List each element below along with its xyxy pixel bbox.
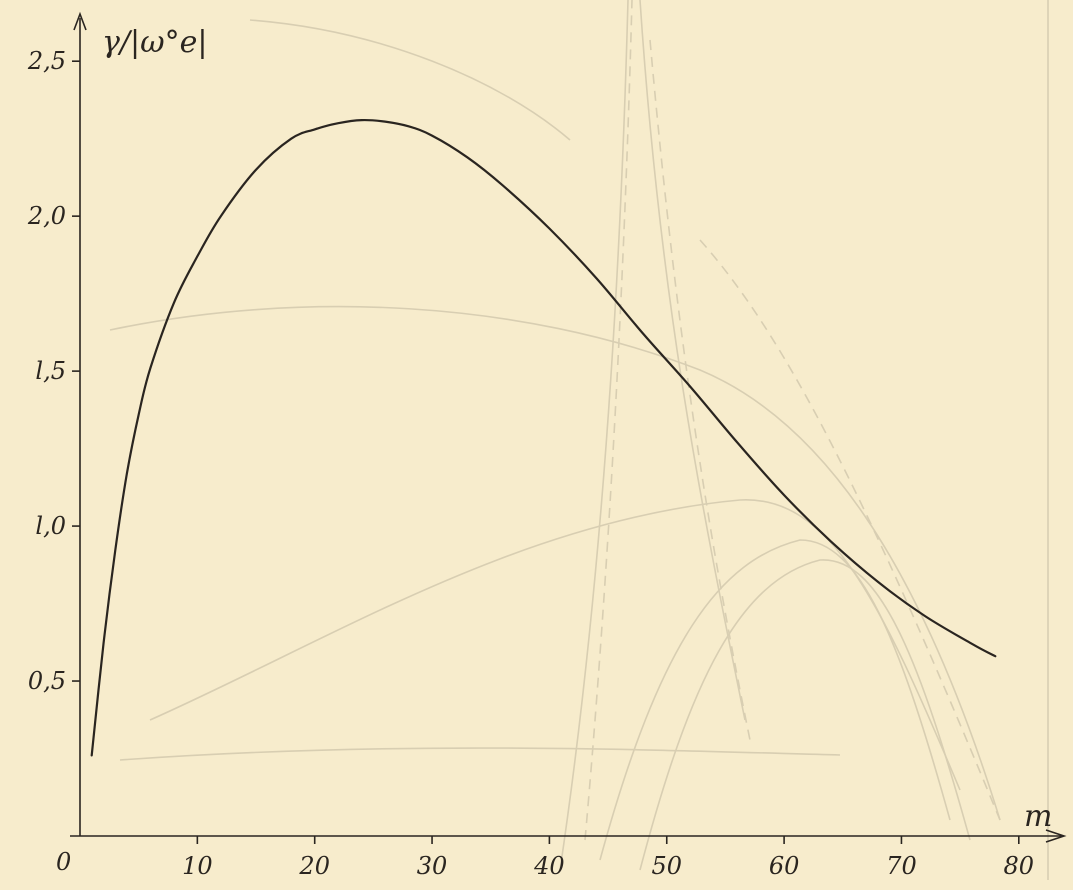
y-axis-arrow-icon <box>73 11 87 31</box>
y-tick-label: 0,5 <box>28 667 66 695</box>
x-tick-label: 30 <box>417 852 448 880</box>
x-tick-label: 20 <box>298 852 330 880</box>
y-tick-label: l,0 <box>35 512 66 540</box>
labels-layer: 10 20 30 40 50 60 70 80 0,5 l,0 l,5 2,0 2,5 <box>27 47 1034 880</box>
y-tick-label: 2,0 <box>27 202 66 230</box>
y-tick-label: 2,5 <box>27 47 66 75</box>
x-tick-label: 80 <box>1004 852 1035 880</box>
y-axis-title: γ/|ω°e| <box>102 25 207 60</box>
x-tick-label: 10 <box>182 852 213 880</box>
origin-label: 0 <box>56 848 71 876</box>
x-tick-label: 60 <box>769 852 800 880</box>
x-axis-title: m <box>1024 799 1052 834</box>
ticks-layer <box>72 60 1020 844</box>
x-tick-label: 70 <box>886 852 917 880</box>
x-axis-arrow-icon <box>1045 829 1067 843</box>
x-tick-label: 40 <box>533 852 565 880</box>
y-tick-label: l,5 <box>35 357 66 385</box>
background-show-through <box>109 0 1049 880</box>
x-tick-label: 50 <box>651 852 682 880</box>
data-series-curve <box>90 118 997 757</box>
